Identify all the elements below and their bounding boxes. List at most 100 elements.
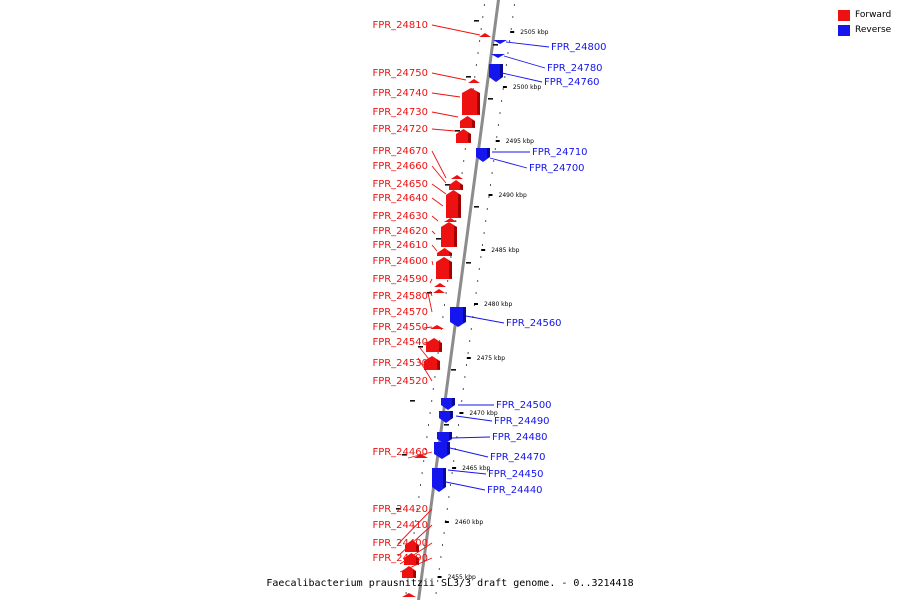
feature-dash: [445, 184, 450, 186]
forward-gene-leader: [407, 451, 433, 459]
reverse-track-dots-dot: [477, 280, 479, 282]
kbp-tick-label: 2470 kbp: [469, 410, 497, 417]
reverse-gene-shade: [452, 398, 455, 406]
reverse-gene-block: [476, 148, 490, 162]
reverse-track-dots-dot: [450, 484, 451, 486]
forward-gene-label: FPR_24640: [372, 193, 428, 204]
forward-gene-leader: [431, 111, 459, 118]
feature-dash: [436, 238, 441, 240]
forward-gene-leader: [399, 542, 433, 565]
forward-track-dots-dot: [431, 400, 433, 402]
feature-dash: [418, 346, 423, 348]
forward-gene-leader: [431, 230, 436, 235]
feature-dash: [410, 400, 415, 402]
reverse-track-dots-dot: [483, 232, 485, 234]
reverse-track-dots-dot: [469, 340, 471, 342]
forward-gene-label: FPR_24730: [372, 107, 428, 118]
reverse-track-dots-dot: [507, 52, 509, 54]
feature-dash: [444, 424, 449, 426]
reverse-gene-leader: [447, 469, 487, 475]
forward-gene-shade: [413, 570, 416, 578]
forward-gene-label: FPR_24810: [372, 20, 428, 31]
reverse-track-dots: [435, 4, 515, 594]
forward-track-dots-dot: [416, 508, 418, 510]
genome-caption: Faecalibacterium prausnitzii SL3/3 draft…: [266, 578, 634, 589]
reverse-track-dots-dot: [509, 40, 511, 42]
reverse-gene-shade: [463, 307, 466, 323]
forward-track-dots-dot: [477, 52, 479, 54]
reverse-track-dots-dot: [464, 376, 466, 378]
reverse-gene-label: FPR_24500: [496, 400, 552, 411]
forward-track-dots-dot: [445, 292, 447, 294]
forward-track-dots-dot: [461, 172, 463, 174]
feature-dash: [396, 508, 401, 510]
forward-gene-arrow: [433, 289, 445, 293]
forward-gene-shade: [416, 544, 419, 552]
feature-dash: [466, 76, 471, 78]
reverse-track-dots-dot: [512, 16, 514, 18]
forward-gene-label: FPR_24580: [372, 291, 428, 302]
forward-gene-leader: [397, 508, 433, 545]
forward-gene-leader: [431, 244, 438, 252]
reverse-gene-shade: [449, 432, 452, 440]
forward-gene-leader: [397, 524, 433, 557]
forward-track-dots-dot: [463, 160, 465, 162]
kbp-tick-label: 2505 kbp: [520, 29, 548, 36]
reverse-track-dots-dot: [491, 172, 493, 174]
reverse-gene-block: [489, 64, 503, 82]
reverse-track-dots-dot: [446, 508, 448, 510]
kbp-tick-label: 2460 kbp: [455, 519, 483, 526]
forward-gene-arrow: [479, 33, 491, 37]
reverse-track-dots-dot: [438, 568, 440, 570]
forward-gene-label: FPR_24740: [372, 88, 428, 99]
forward-track-dots-dot: [472, 88, 474, 90]
reverse-gene-label: FPR_24560: [506, 318, 562, 329]
forward-gene-arrow: [468, 79, 480, 83]
reverse-gene-block: [437, 432, 452, 444]
reverse-gene-shade: [443, 468, 446, 488]
forward-gene-leader: [431, 197, 444, 207]
reverse-track-dots-dot: [493, 160, 495, 162]
forward-track-dots-dot: [480, 28, 482, 30]
forward-gene-block: [456, 129, 471, 143]
reverse-track-dots-dot: [466, 364, 467, 366]
forward-track-dots-dot: [464, 148, 466, 150]
kbp-tick-label: 2490 kbp: [499, 192, 527, 199]
forward-gene-leader: [431, 183, 447, 195]
forward-gene-block: [441, 222, 457, 247]
forward-gene-leader: [431, 215, 439, 222]
reverse-gene-label: FPR_24440: [487, 485, 543, 496]
reverse-gene-leader: [445, 481, 486, 491]
feature-dash: [455, 130, 460, 132]
forward-track-dots-dot: [421, 472, 423, 474]
forward-gene-arrow: [402, 593, 416, 597]
forward-gene-label: FPR_24600: [372, 256, 428, 267]
feature-dash: [402, 454, 407, 456]
reverse-track-dots-dot: [480, 256, 482, 258]
kbp-tick-label: 2475 kbp: [477, 355, 505, 362]
reverse-track-dots-dot: [442, 544, 443, 546]
kbp-tick-label: 2495 kbp: [506, 138, 534, 145]
forward-gene-shade: [439, 342, 442, 352]
reverse-track-dots-dot: [456, 436, 458, 438]
forward-track-dots-dot: [479, 40, 481, 42]
forward-track-dots-dot: [423, 460, 425, 462]
forward-track-dots-dot: [420, 484, 421, 486]
kbp-tick-mark: [466, 357, 471, 359]
forward-gene-label: FPR_24610: [372, 240, 428, 251]
reverse-track-dots-dot: [458, 424, 459, 426]
forward-track-dots-dot: [474, 76, 476, 78]
forward-gene-block: [449, 180, 463, 190]
reverse-gene-block: [434, 442, 450, 459]
forward-gene-label: FPR_24420: [372, 504, 428, 515]
forward-track-dots-dot: [439, 340, 441, 342]
kbp-tick-label: 2480 kbp: [484, 301, 512, 308]
forward-track-dots-dot: [407, 580, 409, 582]
legend-reverse-swatch: [838, 25, 850, 36]
forward-track-dots-dot: [429, 412, 431, 414]
forward-gene-arrow: [430, 325, 444, 329]
forward-gene-label: FPR_24520: [372, 376, 428, 387]
reverse-track-dots-dot: [497, 124, 499, 126]
reverse-gene-arrow: [493, 40, 507, 44]
